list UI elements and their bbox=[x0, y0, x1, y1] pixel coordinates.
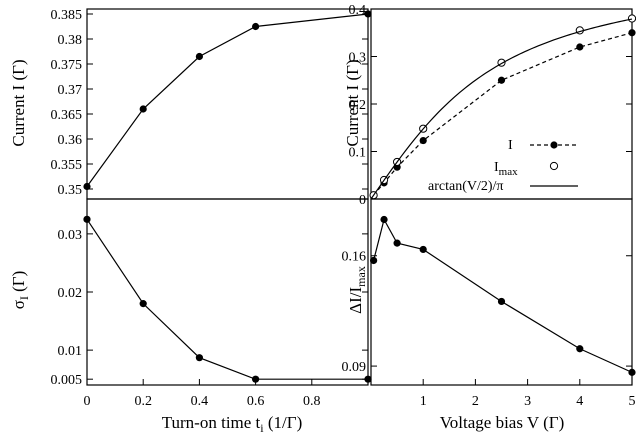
data-point bbox=[139, 105, 147, 113]
x-tick-label: 3 bbox=[524, 394, 531, 409]
x-tick-label: 0.8 bbox=[303, 394, 321, 409]
y-tick-label: 0.365 bbox=[51, 108, 83, 123]
legend-label-i: I bbox=[508, 138, 513, 153]
y-tick-label: 0.38 bbox=[58, 33, 83, 48]
plot-frame bbox=[370, 198, 633, 386]
y-tick-label: 0.36 bbox=[58, 133, 83, 148]
ylabel-current-left: Current I (Γ) bbox=[9, 59, 28, 146]
y-tick-label: 0.01 bbox=[58, 344, 83, 359]
x-tick-label: 2 bbox=[472, 394, 479, 409]
plot-frame bbox=[86, 8, 369, 200]
y-tick-label: 0.1 bbox=[349, 146, 367, 161]
data-point bbox=[497, 76, 506, 84]
y-tick-label: 0 bbox=[359, 193, 366, 208]
x-tick-label: 0.4 bbox=[191, 394, 209, 409]
series-line bbox=[86, 219, 368, 380]
y-tick-label: 0.37 bbox=[58, 83, 83, 98]
y-tick-label: 0.02 bbox=[58, 286, 83, 301]
x-tick-label: 0 bbox=[84, 394, 91, 409]
data-point bbox=[364, 10, 372, 18]
data-point bbox=[195, 52, 203, 61]
x-tick-label: 0.2 bbox=[134, 394, 152, 409]
legend-label-arctan: arctan(V/2)/π bbox=[428, 179, 503, 194]
data-point bbox=[419, 245, 427, 254]
data-point bbox=[370, 256, 378, 265]
x-tick-label: 0.6 bbox=[247, 394, 265, 409]
legend-marker-i bbox=[550, 141, 558, 149]
plot-frame bbox=[86, 198, 369, 386]
data-point bbox=[380, 215, 388, 224]
ylabel-current-right: Current I (Γ) bbox=[343, 59, 362, 146]
panel-sigma-vs-turn-on: σI (Γ) Turn-on time ti (1/Γ) 0.005 0.01 0.… bbox=[9, 198, 372, 435]
data-point bbox=[83, 215, 91, 223]
data-point bbox=[576, 43, 584, 51]
y-tick-label: 0.2 bbox=[349, 98, 367, 113]
x-tick-label: 1 bbox=[420, 394, 427, 409]
y-tick-label: 0.355 bbox=[51, 158, 83, 173]
panel-current-vs-turn-on: Current I (Γ) 0.35 0.355 0.36 0.365 0.37 0.37… bbox=[9, 8, 372, 200]
data-point bbox=[195, 354, 203, 362]
data-point bbox=[393, 239, 401, 247]
data-point bbox=[497, 297, 506, 306]
data-point bbox=[364, 375, 372, 383]
data-point bbox=[419, 136, 427, 145]
data-point bbox=[252, 375, 260, 383]
y-tick-label: 0.16 bbox=[342, 250, 367, 265]
data-point bbox=[139, 300, 147, 308]
legend: I Imax arctan(V/2)/π bbox=[428, 138, 578, 194]
xlabel-turn-on-time: Turn-on time ti (1/Γ) bbox=[162, 413, 303, 435]
series-line bbox=[86, 13, 369, 187]
y-tick-label: 0.375 bbox=[51, 58, 83, 73]
legend-marker-imax bbox=[549, 161, 559, 171]
data-point bbox=[628, 368, 636, 376]
xlabel-voltage-bias: Voltage bias V (Γ) bbox=[440, 413, 565, 432]
data-point bbox=[83, 182, 91, 191]
data-point bbox=[252, 22, 260, 31]
data-point bbox=[628, 29, 636, 37]
y-tick-label: 0.4 bbox=[349, 3, 367, 18]
series-line bbox=[373, 217, 633, 373]
y-tick-label: 0.03 bbox=[58, 228, 83, 243]
panel-ratio-vs-voltage: ΔI/Imax Voltage bias V (Γ) 0.09 0.16 1 2 3 4 5 bbox=[342, 198, 636, 432]
ylabel-ratio: ΔI/Imax bbox=[346, 266, 368, 314]
ylabel-sigma: σI (Γ) bbox=[9, 271, 31, 310]
y-tick-label: 0.005 bbox=[51, 373, 83, 388]
series-line-arctan bbox=[370, 18, 633, 200]
y-tick-label: 0.385 bbox=[51, 8, 83, 23]
data-point bbox=[576, 345, 584, 353]
panel-current-vs-voltage: Current I (Γ) 0 0.1 0.2 0.3 0.4 I Imax arcta… bbox=[343, 3, 636, 208]
y-tick-label: 0.35 bbox=[58, 183, 83, 198]
y-tick-label: 0.09 bbox=[342, 360, 367, 375]
y-tick-label: 0.3 bbox=[349, 51, 367, 66]
legend-label-imax: Imax bbox=[494, 160, 518, 178]
data-point-open bbox=[627, 14, 636, 23]
x-tick-label: 4 bbox=[576, 394, 583, 409]
x-tick-label: 5 bbox=[629, 394, 636, 409]
